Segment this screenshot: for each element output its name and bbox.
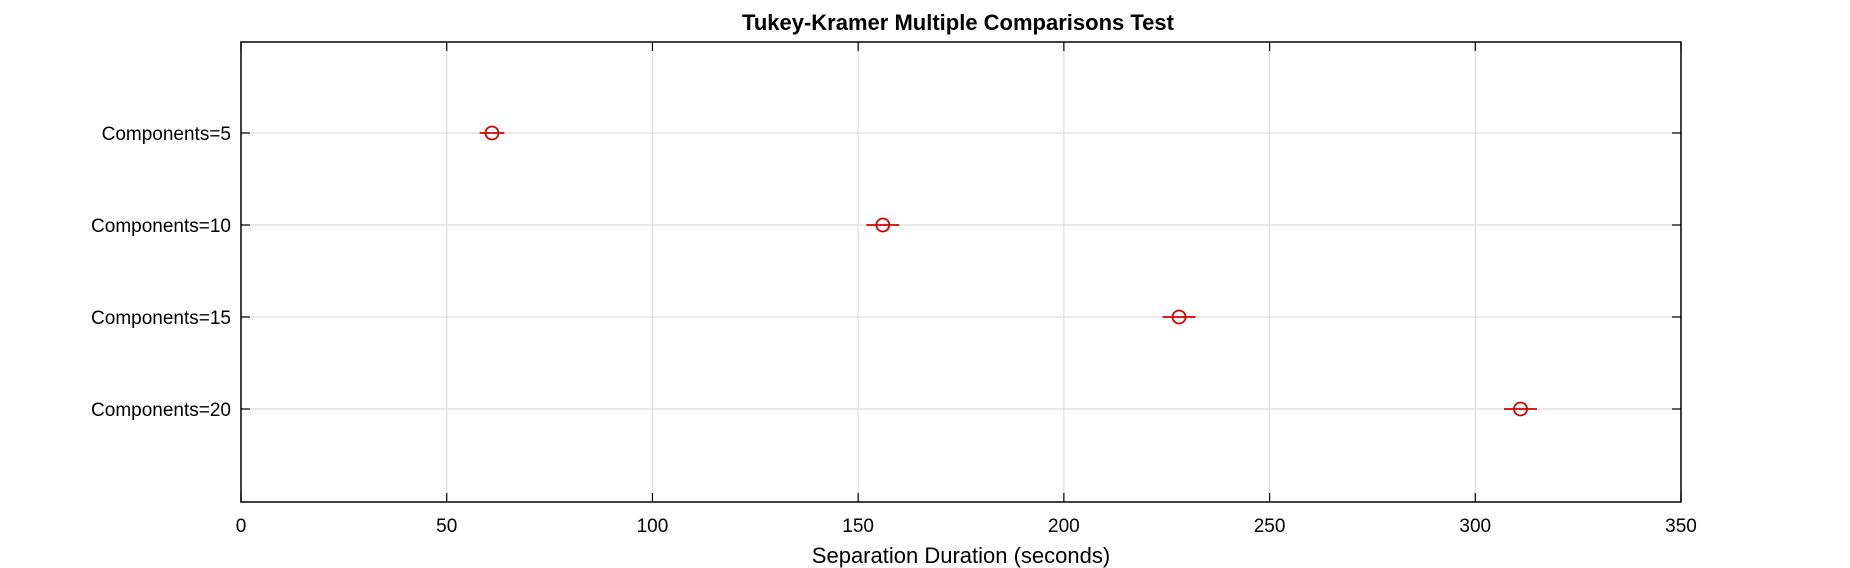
mean-marker	[484, 125, 500, 141]
grid	[241, 42, 1681, 502]
x-tick-label: 350	[1665, 516, 1697, 537]
mean-marker	[1171, 309, 1187, 325]
mean-marker	[1513, 401, 1528, 417]
y-tick-label: Components=5	[102, 124, 231, 145]
y-tick-label: Components=10	[91, 216, 231, 237]
x-tick-label: 300	[1459, 516, 1491, 537]
x-tick-label: 200	[1048, 516, 1080, 537]
x-tick-label: 250	[1254, 516, 1286, 537]
x-tick-label: 150	[842, 516, 874, 537]
x-tick-label: 50	[436, 516, 457, 537]
y-tick-labels: Components=5 Components=10 Components=15 Co…	[91, 124, 231, 421]
y-tick-label: Components=20	[91, 400, 231, 421]
mean-marker	[875, 217, 891, 233]
axis-ticks	[240, 42, 1682, 502]
x-axis-label: Separation Duration (seconds)	[812, 543, 1110, 568]
y-tick-label: Components=15	[91, 308, 231, 329]
x-tick-label: 100	[637, 516, 669, 537]
data-marks	[479, 125, 1537, 417]
x-tick-label: 0	[236, 516, 247, 537]
x-tick-labels: 0 50 100 150 200 250 300 350	[236, 516, 1697, 537]
chart-title: Tukey-Kramer Multiple Comparisons Test	[742, 10, 1175, 35]
plot-frame	[240, 41, 1682, 503]
